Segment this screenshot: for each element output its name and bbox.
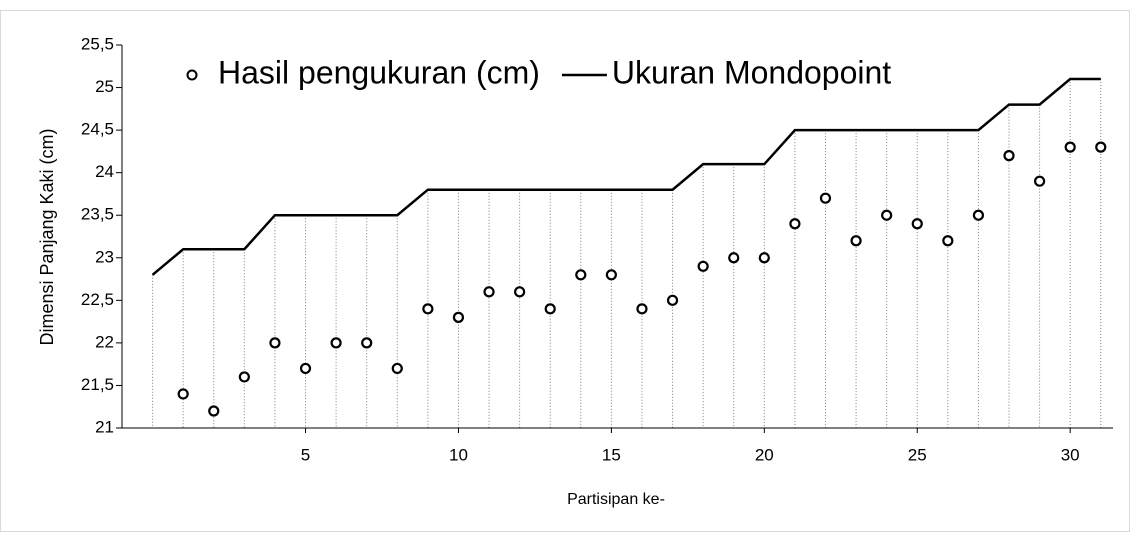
data-point	[636, 303, 648, 315]
y-tick-label: 24	[95, 162, 114, 181]
data-point	[942, 235, 954, 247]
data-point	[299, 362, 312, 375]
y-tick-label: 22	[95, 332, 114, 351]
data-point	[758, 252, 770, 264]
x-tick-label: 15	[602, 445, 621, 464]
y-axis-label: Dimensi Panjang Kaki (cm)	[37, 128, 57, 345]
x-tick-label: 10	[449, 445, 468, 464]
data-point	[666, 294, 679, 306]
data-point	[391, 362, 403, 375]
y-tick-label: 23	[95, 247, 114, 266]
mondopoint-line	[151, 77, 1101, 276]
data-point	[514, 286, 526, 298]
y-tick-label: 25	[95, 77, 114, 96]
data-point	[1064, 141, 1076, 153]
x-axis-label: Partisipan ke-	[567, 491, 665, 508]
data-point	[575, 269, 587, 281]
y-tick-label: 25,5	[81, 34, 114, 53]
data-point	[483, 286, 495, 298]
data-point	[819, 192, 832, 204]
data-point	[330, 337, 342, 349]
data-point	[269, 337, 281, 349]
x-tick-label: 5	[301, 445, 310, 464]
legend-marker	[186, 69, 198, 81]
data-point	[1095, 141, 1107, 153]
y-tick-label: 22,5	[81, 290, 114, 309]
data-point	[850, 235, 862, 247]
y-tick-label: 23,5	[81, 205, 114, 224]
data-point	[605, 269, 617, 281]
data-point	[544, 303, 556, 315]
y-tick-label: 21	[95, 417, 114, 436]
data-point	[1003, 150, 1015, 162]
data-point	[972, 209, 985, 221]
x-tick-label: 20	[755, 445, 774, 464]
data-point	[911, 218, 923, 230]
data-point	[361, 337, 373, 349]
data-point	[697, 260, 709, 272]
data-point	[881, 209, 893, 221]
data-point	[177, 388, 189, 400]
x-tick-label: 30	[1061, 445, 1080, 464]
data-point	[452, 311, 465, 323]
data-point	[1033, 175, 1046, 187]
legend-label: Ukuran Mondopoint	[612, 54, 891, 90]
x-tick-label: 25	[908, 445, 927, 464]
y-tick-label: 24,5	[81, 120, 114, 139]
data-point	[728, 252, 740, 264]
data-point	[422, 303, 434, 315]
data-point	[238, 371, 250, 383]
data-point	[789, 218, 801, 230]
legend-label: Hasil pengukuran (cm)	[218, 54, 540, 90]
data-point	[208, 405, 220, 417]
chart-frame	[0, 10, 1130, 532]
y-tick-label: 21,5	[81, 375, 114, 394]
